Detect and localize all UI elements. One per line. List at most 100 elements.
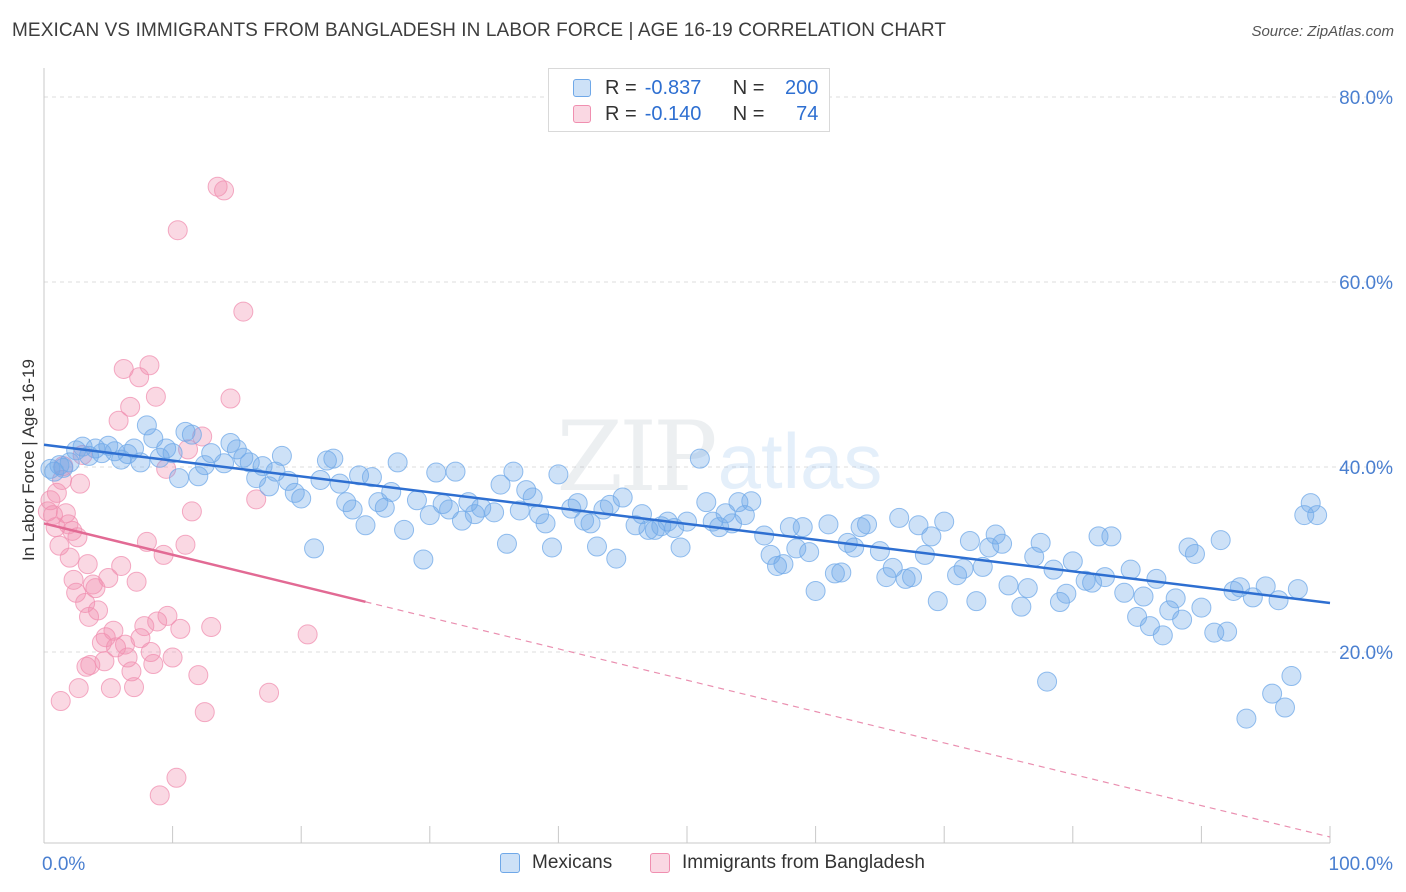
data-point — [612, 487, 633, 508]
legend-row-bangladesh: R = -0.140 N = 74 — [573, 102, 818, 126]
data-point — [625, 515, 646, 536]
data-point — [1133, 586, 1154, 607]
data-point — [773, 554, 794, 575]
data-point — [445, 461, 466, 482]
data-point — [239, 452, 260, 473]
data-point — [188, 466, 209, 487]
legend-row-mexicans: R = -0.837 N = 200 — [573, 76, 818, 100]
legend-n-value: 200 — [785, 76, 819, 99]
legend-r-label: R = — [605, 102, 637, 125]
legend-n-label: N = — [732, 76, 765, 99]
data-point — [149, 785, 170, 806]
data-point — [413, 549, 434, 570]
data-point — [490, 474, 511, 495]
data-point — [535, 513, 556, 534]
data-point — [175, 534, 196, 555]
data-point — [259, 476, 280, 497]
data-point — [831, 562, 852, 583]
data-point — [805, 580, 826, 601]
data-point — [882, 557, 903, 578]
legend-swatch-bangladesh — [573, 105, 591, 123]
trend-line-bangladesh — [43, 522, 366, 604]
data-point — [100, 678, 121, 699]
data-point — [1120, 559, 1141, 580]
source-label: Source: ZipAtlas.com — [1251, 23, 1394, 40]
data-point — [792, 517, 813, 538]
data-point — [496, 533, 517, 554]
data-point — [178, 439, 199, 460]
data-point — [1056, 583, 1077, 604]
data-point — [419, 505, 440, 526]
data-point — [1152, 625, 1173, 646]
data-point — [166, 767, 187, 788]
watermark: ZIP atlas — [556, 401, 882, 513]
data-point — [394, 519, 415, 540]
data-point — [130, 628, 151, 649]
legend-r-label: R = — [605, 76, 637, 99]
data-point — [484, 502, 505, 523]
data-point — [921, 526, 942, 547]
tick-labels: 20.0% 40.0% 60.0% 80.0% 0.0% 100.0% — [42, 88, 1393, 875]
data-point — [1281, 666, 1302, 687]
data-point — [115, 634, 136, 655]
x-tick-label: 0.0% — [42, 854, 85, 875]
y-axis-label: In Labor Force | Age 16-19 — [19, 359, 38, 561]
bottom-legend: Mexicans Immigrants from Bangladesh — [0, 852, 1406, 878]
data-point — [59, 547, 80, 568]
data-point — [1011, 596, 1032, 617]
data-point — [188, 665, 209, 686]
data-point — [451, 510, 472, 531]
bottom-legend-swatch-bangladesh — [650, 853, 670, 873]
data-point — [567, 493, 588, 514]
data-point — [1191, 597, 1212, 618]
data-point — [342, 499, 363, 520]
data-point — [271, 445, 292, 466]
data-point — [233, 301, 254, 322]
data-point — [323, 448, 344, 469]
data-point — [902, 567, 923, 588]
data-point — [818, 514, 839, 535]
data-point — [259, 682, 280, 703]
data-point — [670, 537, 691, 558]
data-point — [1037, 671, 1058, 692]
data-point — [157, 605, 178, 626]
data-point — [108, 410, 129, 431]
data-point — [139, 355, 160, 376]
data-point — [799, 542, 820, 563]
data-point — [1030, 532, 1051, 553]
data-point — [889, 507, 910, 528]
data-point — [548, 464, 569, 485]
grid-lines — [44, 96, 1393, 653]
data-point — [63, 569, 84, 590]
legend: R = -0.837 N = 200 R = -0.140 N = 74 — [548, 68, 830, 132]
data-point — [94, 651, 115, 672]
data-point — [869, 541, 890, 562]
data-point — [46, 482, 67, 503]
series-mexicans-points — [40, 415, 1328, 729]
data-point — [169, 468, 190, 489]
axes — [43, 68, 1331, 844]
data-point — [979, 537, 1000, 558]
data-point — [291, 488, 312, 509]
data-point — [953, 558, 974, 579]
data-point — [844, 537, 865, 558]
data-point — [381, 481, 402, 502]
x-tick-label: 100.0% — [1329, 854, 1394, 875]
data-point — [966, 591, 987, 612]
data-point — [111, 555, 132, 576]
trend-line-bangladesh-extension — [365, 601, 1331, 838]
data-point — [145, 386, 166, 407]
data-point — [509, 500, 530, 521]
data-point — [88, 600, 109, 621]
data-point — [1114, 582, 1135, 603]
data-point — [741, 491, 762, 512]
data-point — [192, 426, 213, 447]
bottom-legend-label-bangladesh: Immigrants from Bangladesh — [682, 852, 925, 873]
data-point — [972, 556, 993, 577]
data-point — [134, 616, 155, 637]
data-point — [696, 492, 717, 513]
data-point — [503, 461, 524, 482]
y-tick-label: 40.0% — [1339, 458, 1393, 479]
watermark-atlas: atlas — [718, 417, 883, 505]
data-point — [126, 571, 147, 592]
